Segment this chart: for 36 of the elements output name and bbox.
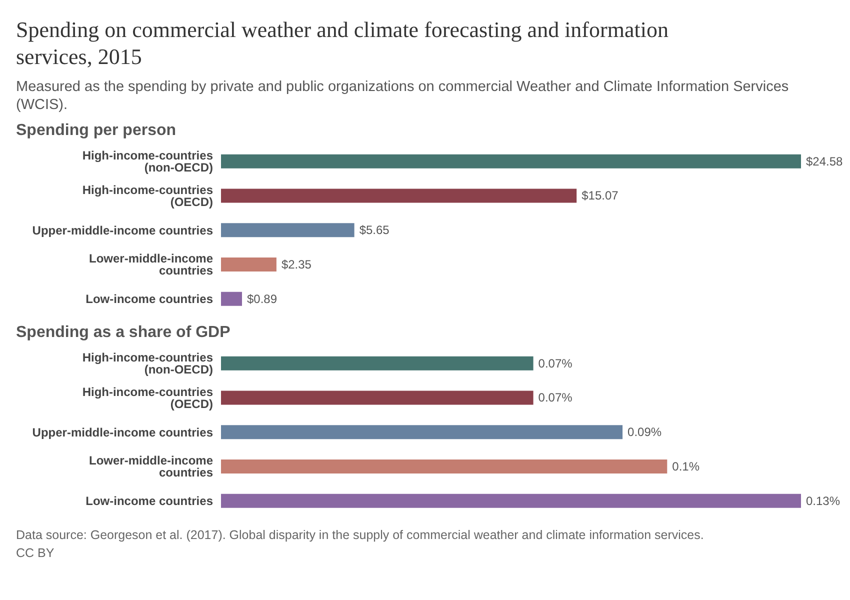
bar	[221, 223, 354, 238]
y-tick-label: Lower-middle-income countries	[88, 454, 214, 480]
y-tick-label: Upper-middle-income countries	[32, 425, 214, 440]
source-note: Data source: Georgeson et al. (2017). Global disparity in the supply of commercial weather and climate information services.	[16, 528, 705, 542]
bar	[221, 494, 801, 508]
data-label: 0.07%	[538, 390, 573, 405]
chart-title: Spending as a share of GDP	[16, 324, 232, 342]
bar	[221, 460, 668, 474]
data-label: 0.09%	[628, 425, 662, 440]
y-tick-label: High-income-countries (non-OECD)	[82, 350, 214, 376]
y-tick-label: Lower-middle-income countries	[88, 252, 214, 278]
text: Measured as the spending by private and public organizations on commercial Weather and Climate Information Services (WCIS).	[16, 78, 790, 114]
bar	[221, 356, 534, 370]
y-tick-label: High-income-countries (non-OECD)	[82, 148, 214, 174]
data-label: 0.13%	[806, 494, 840, 508]
y-tick-label: Low-income countries	[86, 292, 214, 306]
data-label: 0.07%	[538, 356, 573, 370]
y-tick-label: Upper-middle-income countries	[32, 223, 214, 238]
data-label: $24.58	[806, 154, 844, 168]
bar	[221, 292, 242, 306]
bar	[221, 258, 276, 272]
bar	[221, 154, 801, 168]
bar	[221, 425, 623, 440]
data-label: $5.65	[359, 223, 390, 238]
data-label: $15.07	[582, 188, 619, 203]
data-label: $0.89	[247, 292, 278, 306]
bar	[221, 390, 534, 405]
data-label: $2.35	[281, 258, 312, 272]
chart-title: Spending per person	[16, 122, 178, 140]
text: CC BY	[16, 546, 56, 560]
bar	[221, 188, 577, 203]
y-tick-label: High-income-countries (OECD)	[82, 182, 214, 209]
text: Spending on commercial weather and climate forecasting and information services, 2015	[16, 16, 670, 70]
data-label: 0.1%	[672, 460, 700, 474]
y-tick-label: Low-income countries	[86, 494, 214, 508]
y-tick-label: High-income-countries (OECD)	[82, 384, 214, 411]
